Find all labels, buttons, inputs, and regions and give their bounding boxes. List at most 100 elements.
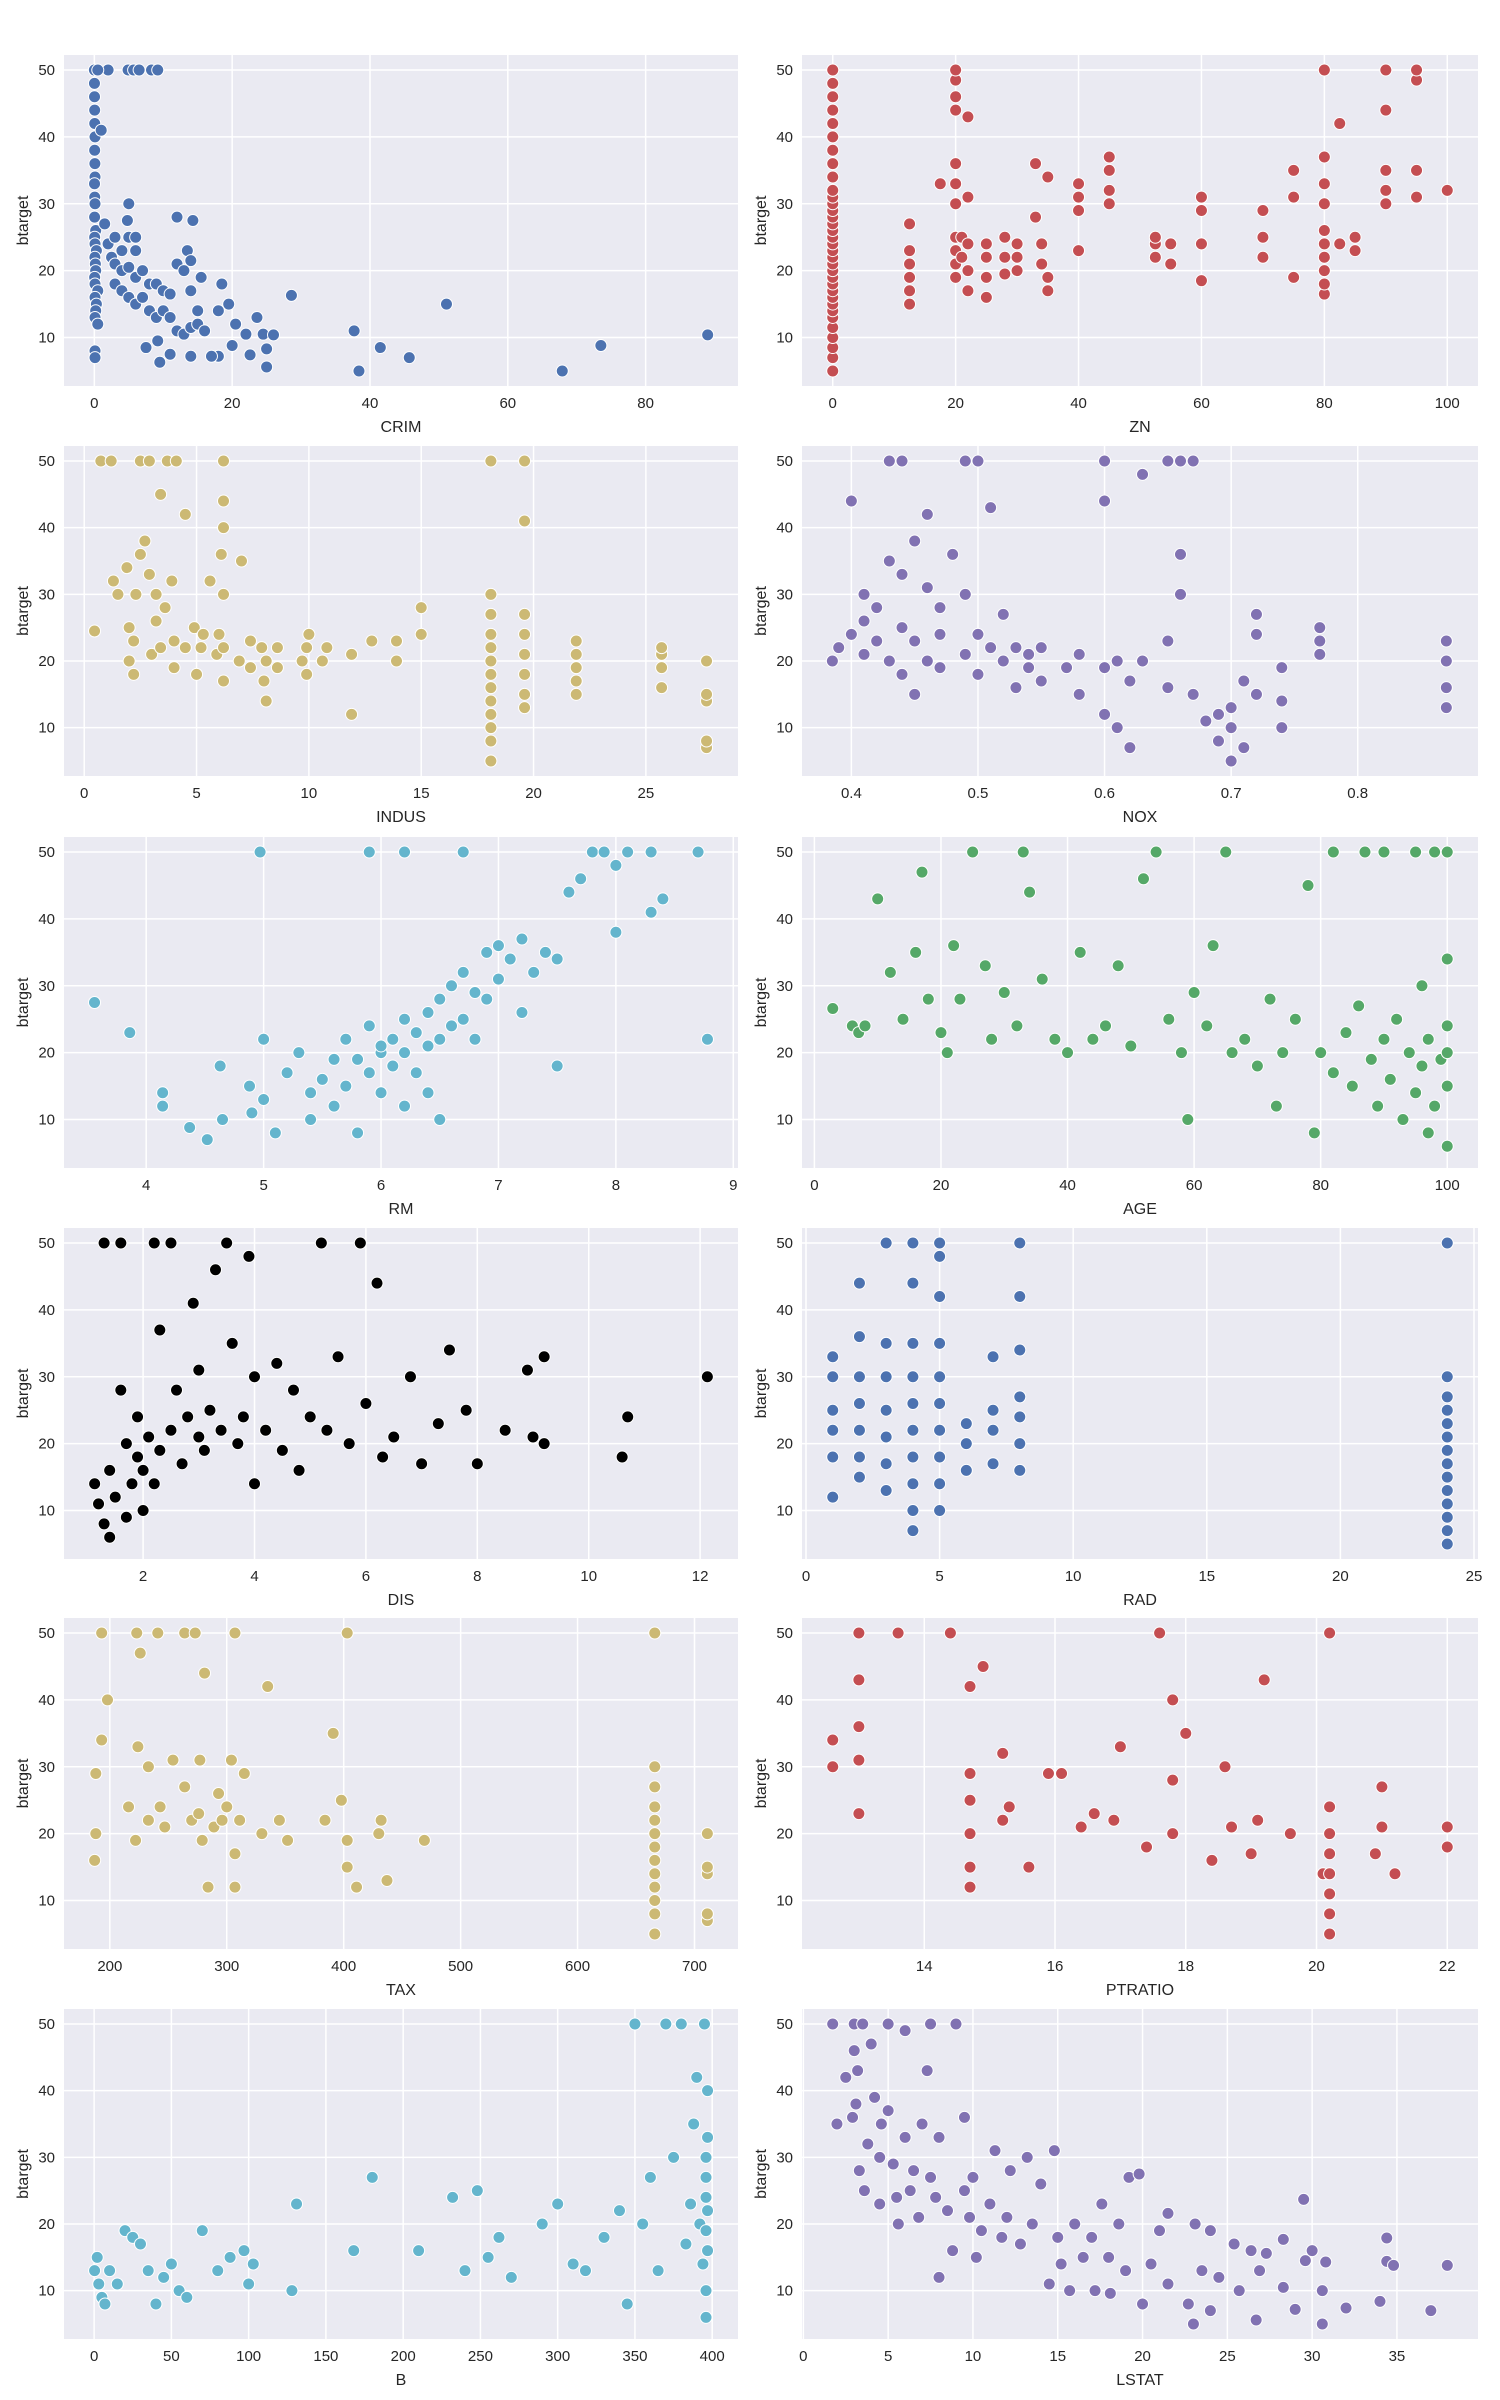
data-point (979, 237, 993, 251)
data-point (1025, 2217, 1039, 2231)
y-tick-label: 40 (38, 129, 55, 146)
data-point (484, 641, 498, 655)
data-point (906, 1423, 920, 1437)
data-point (1339, 1026, 1353, 1040)
data-point (120, 214, 134, 227)
x-tick-label: 200 (391, 2348, 416, 2365)
data-point (228, 1847, 242, 1861)
data-point (484, 707, 498, 721)
data-point (188, 1626, 202, 1640)
data-point (1136, 654, 1150, 668)
data-point (891, 2217, 905, 2231)
data-point (1041, 1766, 1055, 1780)
data-point (484, 694, 498, 708)
data-point (320, 1423, 334, 1437)
data-point (1410, 163, 1424, 177)
data-point (259, 694, 273, 708)
data-point (879, 1336, 893, 1350)
y-axis-label: btarget (753, 195, 770, 245)
data-point (891, 1626, 905, 1640)
data-point (1224, 701, 1238, 715)
data-point (648, 1927, 662, 1941)
data-point (1317, 224, 1331, 238)
data-point (1055, 1766, 1069, 1780)
data-point (906, 1336, 920, 1350)
data-point (164, 2257, 178, 2271)
data-point (826, 90, 840, 104)
y-tick-label: 20 (38, 653, 55, 670)
data-point (852, 1330, 866, 1344)
data-point (444, 979, 458, 993)
x-tick-label: 50 (163, 2348, 180, 2365)
data-point (203, 1403, 217, 1417)
data-point (380, 1873, 394, 1887)
data-point (697, 2017, 711, 2031)
data-point (1111, 959, 1125, 973)
x-tick-label: 200 (97, 1958, 122, 1975)
x-tick-label: 300 (545, 2348, 570, 2365)
data-point (896, 1012, 910, 1026)
data-point (248, 1477, 262, 1491)
data-point (949, 197, 963, 211)
data-point (246, 2257, 260, 2271)
y-tick-label: 50 (38, 1625, 55, 1642)
subplot-nox: 0.4 0.5 0.6 0.7 0.8 10 20 30 40 50 NOX btarget (753, 446, 1478, 826)
point-series (825, 454, 1453, 768)
data-point (1383, 1072, 1397, 1086)
data-point (1326, 1066, 1340, 1080)
point-series (88, 2017, 715, 2324)
data-point (439, 297, 453, 311)
data-point (966, 845, 980, 859)
data-point (1326, 845, 1340, 859)
data-point (1060, 661, 1074, 675)
data-point (569, 661, 583, 675)
x-axis-label: DIS (388, 1592, 415, 1609)
data-point (826, 183, 840, 197)
x-tick-label: 10 (301, 785, 318, 802)
data-point (153, 1323, 167, 1337)
data-point (700, 734, 714, 748)
data-point (1257, 1673, 1271, 1687)
data-point (518, 647, 532, 661)
y-tick-label: 20 (38, 1826, 55, 1843)
data-point (177, 264, 191, 278)
data-point (648, 1626, 662, 1640)
data-point (203, 574, 217, 588)
data-point (908, 634, 922, 648)
y-tick-label: 30 (38, 586, 55, 603)
data-point (1013, 1390, 1027, 1404)
data-point (184, 254, 198, 268)
data-point (1348, 244, 1362, 258)
data-point (979, 250, 993, 264)
data-point (870, 634, 884, 648)
data-point (157, 2270, 171, 2284)
data-point (431, 1417, 445, 1431)
x-tick-label: 300 (214, 1958, 239, 1975)
data-point (257, 1032, 271, 1046)
plot-area (64, 1228, 738, 1559)
data-point (909, 945, 923, 959)
data-point (1440, 1370, 1454, 1384)
data-point (433, 992, 447, 1006)
data-point (851, 2064, 865, 2078)
data-point (871, 892, 885, 906)
data-point (998, 230, 1012, 244)
data-point (949, 90, 963, 104)
data-point (222, 297, 236, 311)
data-point (621, 845, 635, 859)
data-point (115, 244, 129, 258)
data-point (170, 210, 184, 224)
data-point (1203, 2304, 1217, 2318)
data-point (1415, 1059, 1429, 1073)
data-point (129, 244, 143, 258)
data-point (151, 63, 165, 77)
data-point (933, 177, 947, 191)
data-point (655, 641, 669, 655)
data-point (131, 1410, 145, 1424)
data-point (825, 654, 839, 668)
data-point (879, 1457, 893, 1471)
data-point (986, 1350, 1000, 1364)
data-point (852, 1626, 866, 1640)
data-point (1161, 681, 1175, 695)
data-point (1305, 2244, 1319, 2258)
